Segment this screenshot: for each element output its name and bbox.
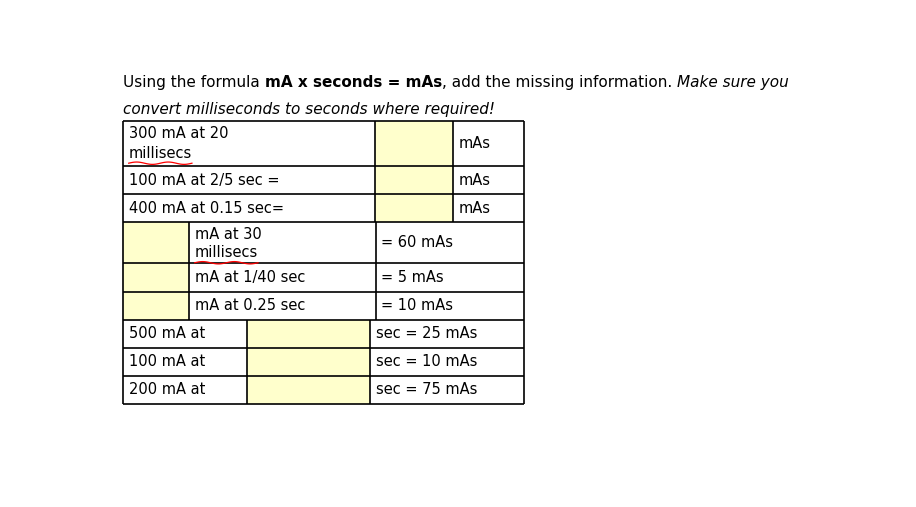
Bar [189,223,376,264]
Text: mA at 30: mA at 30 [195,227,261,242]
Bar [375,194,453,223]
Text: convert milliseconds to seconds where required!: convert milliseconds to seconds where re… [123,102,495,117]
Text: = 60 mAs: = 60 mAs [381,235,453,250]
Text: mA x seconds = mAs: mA x seconds = mAs [265,75,442,90]
Bar [453,166,524,194]
Text: 100 mA at 2/5 sec =: 100 mA at 2/5 sec = [128,173,279,188]
Text: 100 mA at: 100 mA at [128,354,205,369]
Text: mA at 1/40 sec: mA at 1/40 sec [195,270,305,285]
Bar [453,121,524,166]
Bar [123,194,375,223]
Bar [123,121,375,166]
Bar [375,121,453,166]
Text: , add the missing information.: , add the missing information. [442,75,677,90]
Bar [189,264,376,292]
Bar [375,166,453,194]
Bar [453,194,524,223]
Bar [123,264,189,292]
Bar [376,264,524,292]
Bar [123,292,189,320]
Bar [247,348,370,376]
Text: 400 mA at 0.15 sec=: 400 mA at 0.15 sec= [128,201,284,216]
Text: millisecs: millisecs [195,245,258,261]
Text: = 10 mAs: = 10 mAs [381,298,453,313]
Text: 200 mA at: 200 mA at [128,382,205,397]
Bar [376,292,524,320]
Text: mA at 0.25 sec: mA at 0.25 sec [195,298,305,313]
Text: sec = 75 mAs: sec = 75 mAs [376,382,477,397]
Bar [370,376,524,404]
Bar [123,223,189,264]
Bar [123,320,247,348]
Text: millisecs: millisecs [128,146,192,161]
Text: 500 mA at: 500 mA at [128,326,205,341]
Text: 300 mA at 20: 300 mA at 20 [128,126,228,141]
Bar [370,320,524,348]
Bar [123,166,375,194]
Text: sec = 25 mAs: sec = 25 mAs [376,326,477,341]
Text: Using the formula: Using the formula [123,75,265,90]
Bar [123,376,247,404]
Text: = 5 mAs: = 5 mAs [381,270,444,285]
Text: mAs: mAs [459,201,491,216]
Bar [247,320,370,348]
Bar [189,292,376,320]
Bar [370,348,524,376]
Bar [123,348,247,376]
Text: mAs: mAs [459,136,491,151]
Text: Make sure you: Make sure you [677,75,789,90]
Bar [247,376,370,404]
Bar [376,223,524,264]
Text: sec = 10 mAs: sec = 10 mAs [376,354,477,369]
Text: mAs: mAs [459,173,491,188]
